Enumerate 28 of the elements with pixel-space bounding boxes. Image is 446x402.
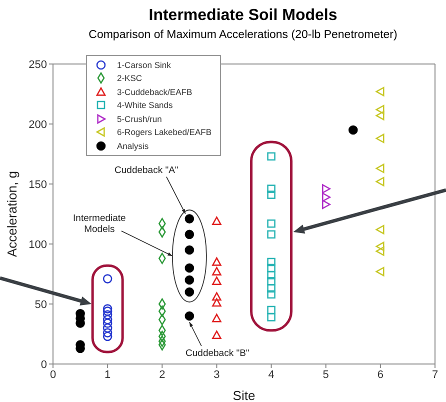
legend-label: 4-White Sands bbox=[117, 100, 173, 110]
legend-label: 2-KSC bbox=[117, 73, 142, 84]
annotation: Intermediate Models bbox=[73, 213, 126, 235]
x-tick-label: 2 bbox=[159, 368, 166, 381]
chart-title: Intermediate Soil Models bbox=[148, 7, 338, 24]
annotation: Cuddeback "A" bbox=[114, 164, 178, 176]
chart-subtitle: Comparison of Maximum Accelerations (20-lb Penetrometer) bbox=[88, 29, 398, 41]
x-tick-label: 6 bbox=[377, 368, 384, 381]
legend-label: Analysis bbox=[117, 140, 149, 151]
x-tick-label: 3 bbox=[214, 368, 220, 381]
x-axis-title: Site bbox=[232, 388, 256, 402]
x-tick-label: 1 bbox=[104, 368, 111, 381]
x-tick-label: 5 bbox=[322, 368, 329, 381]
y-tick-label: 100 bbox=[28, 238, 47, 251]
x-tick-label: 4 bbox=[268, 368, 274, 381]
y-tick-label: 50 bbox=[34, 298, 47, 311]
x-tick-label: 7 bbox=[432, 368, 438, 381]
legend-label: 5-Crush/run bbox=[117, 114, 162, 124]
legend-label: 1-Carson Sink bbox=[117, 60, 171, 70]
legend-label: 6-Rogers Lakebed/EAFB bbox=[117, 127, 212, 138]
y-tick-label: 0 bbox=[40, 358, 47, 371]
y-tick-label: 200 bbox=[28, 118, 47, 131]
annotation: Cuddeback "B" bbox=[186, 348, 250, 359]
y-tick-label: 250 bbox=[28, 58, 47, 71]
y-tick-label: 150 bbox=[28, 178, 47, 191]
legend-label: 3-Cuddeback/EAFB bbox=[117, 86, 192, 97]
y-axis-title: Acceleration, g bbox=[4, 171, 20, 257]
x-tick-label: 0 bbox=[50, 368, 56, 381]
